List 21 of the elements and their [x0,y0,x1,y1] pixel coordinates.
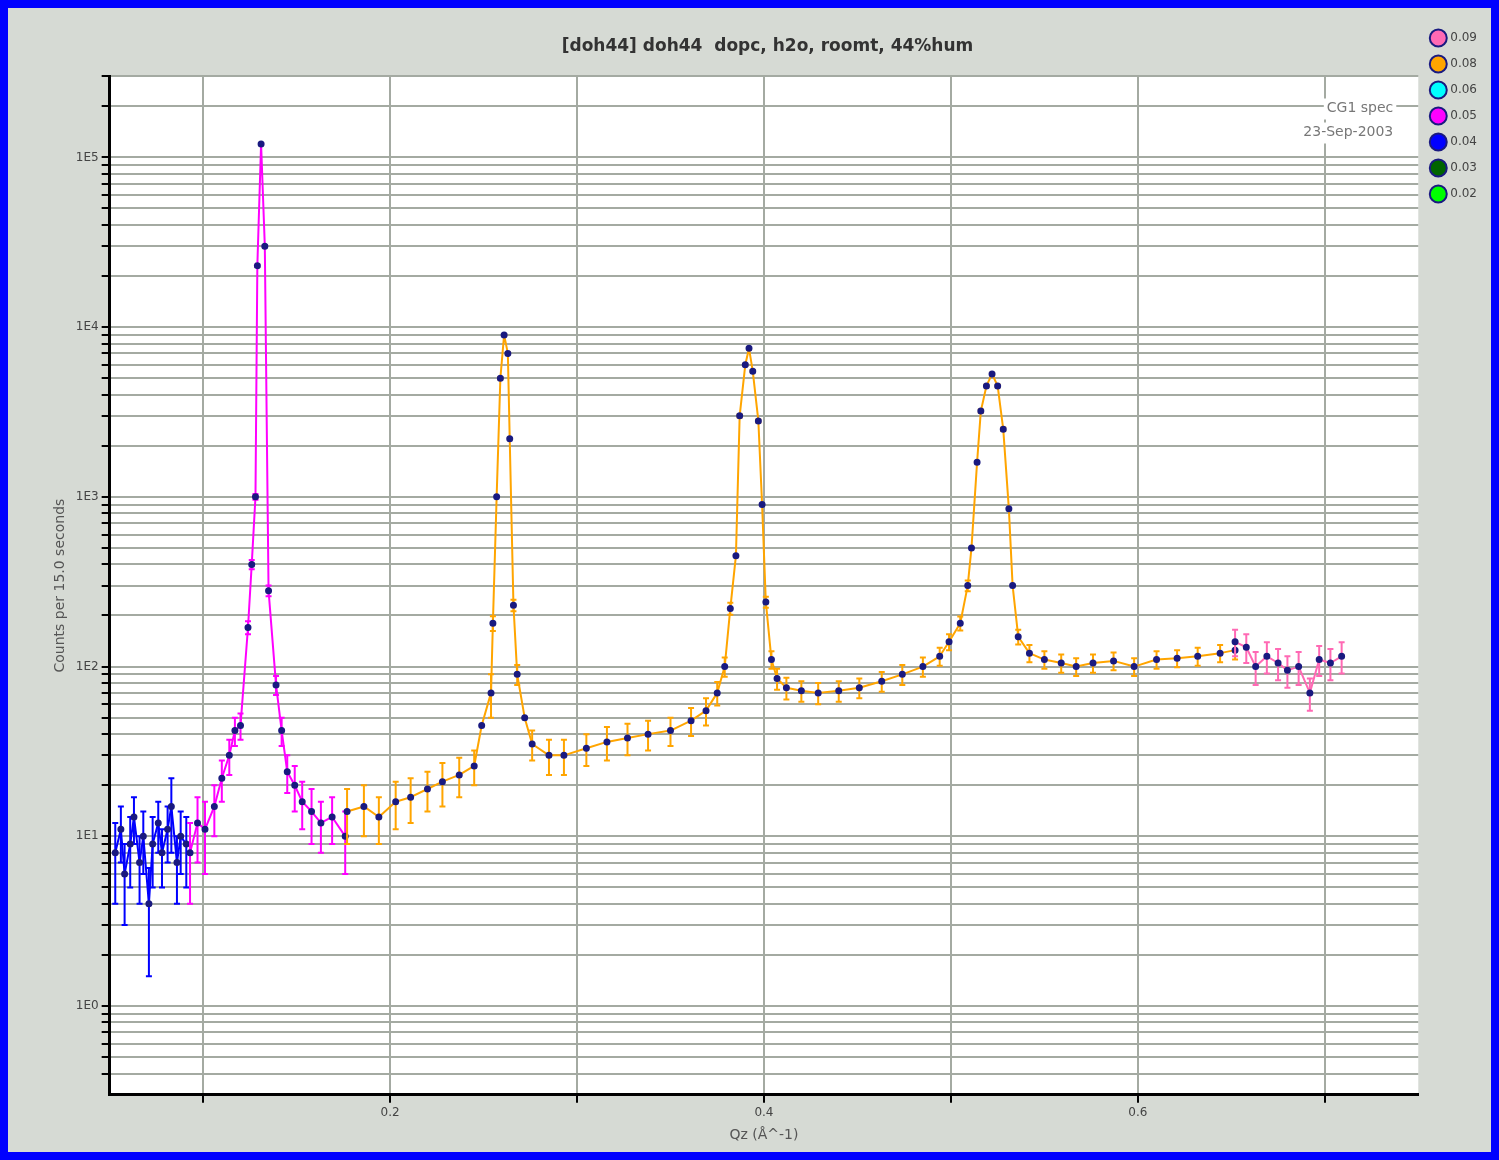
y-tick-label: 1E0 [75,998,99,1013]
y-tick-label: 1E4 [75,319,99,334]
x-tick-label: 0.4 [754,1105,774,1120]
legend-label: 0.04 [1450,134,1477,149]
x-tick-label: 0.2 [380,1105,400,1120]
chart-title: [doh44] doh44 dopc, h2o, roomt, 44%hum [561,34,974,55]
annotation: CG1 spec [1326,99,1394,116]
y-tick-label: 1E3 [75,488,99,503]
legend-label: 0.03 [1450,160,1477,175]
legend-label: 0.06 [1450,82,1477,97]
x-tick-label: 0.6 [1128,1105,1148,1120]
y-tick-label: 1E1 [75,828,99,843]
legend-label: 0.05 [1450,108,1477,123]
legend-label: 0.02 [1450,186,1477,201]
annotation: 23-Sep-2003 [1303,123,1394,140]
legend-label: 0.08 [1450,56,1477,71]
x-axis-title: Qz (Å^-1) [729,1126,799,1143]
y-axis-title: Counts per 15.0 seconds [51,498,68,673]
y-tick-label: 1E5 [75,149,99,164]
legend-label: 0.09 [1450,30,1477,45]
y-tick-label: 1E2 [75,658,99,673]
